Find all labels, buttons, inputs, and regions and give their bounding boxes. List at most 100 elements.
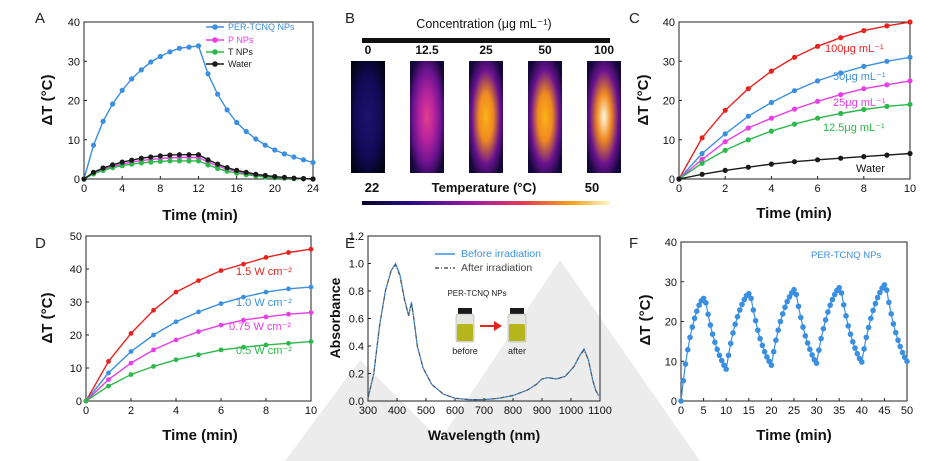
- data-point-a-4: [291, 175, 297, 181]
- panel-f: 0 5 10 15 20 25 30 35 40 45 50 0 10 20 30 40 PER-TCNQ N…: [637, 237, 913, 444]
- data-point-d-4: [263, 342, 269, 348]
- data-point-f-1: [755, 327, 761, 334]
- panel-c: 0 2 4 6 8 10 0 10 20 30 40 100μg mL⁻¹ 50μg mL⁻¹ 25…: [635, 17, 916, 222]
- data-point-f-1: [883, 287, 890, 293]
- data-point-f-1: [899, 349, 906, 356]
- legend-a-marker-4: [212, 61, 218, 67]
- data-point-f-1: [680, 377, 687, 384]
- legend-e-label-2: After irradiation: [461, 262, 532, 274]
- data-point-d-4: [196, 352, 201, 358]
- data-point-f-1: [888, 311, 894, 317]
- watermark-shape: [285, 260, 700, 461]
- colorbar-label: Temperature (°C): [432, 180, 537, 195]
- data-point-f-1: [739, 301, 745, 308]
- data-point-d-1: [286, 250, 291, 255]
- panel-letter-f: F: [629, 235, 638, 252]
- data-point-d-2: [241, 294, 246, 300]
- data-point-a-3: [195, 158, 202, 164]
- data-point-d-3: [241, 317, 246, 323]
- y-tick-label-f: 20: [665, 317, 677, 329]
- data-point-f-1: [773, 337, 779, 344]
- data-point-a-4: [90, 169, 97, 175]
- data-point-a-4: [300, 176, 307, 182]
- data-point-a-1: [310, 159, 316, 166]
- series-label-f: PER-TCNQ NPs: [811, 250, 881, 261]
- data-point-f-1: [800, 324, 806, 330]
- data-point-f-1: [840, 302, 847, 308]
- data-point-d-2: [151, 332, 156, 338]
- data-point-c-2: [768, 99, 775, 106]
- legend-a-marker-1: [212, 24, 218, 30]
- data-point-f-1: [737, 307, 743, 313]
- data-point-c-3: [699, 156, 705, 162]
- data-point-c-5: [768, 161, 775, 167]
- y-tick-label-e: 0.4: [349, 341, 364, 353]
- y-axis-label-f: ΔT (°C): [637, 295, 654, 346]
- data-point-f-1: [897, 343, 903, 350]
- data-point-c-1: [745, 86, 751, 92]
- data-point-a-1: [291, 154, 297, 160]
- data-point-f-1: [746, 290, 752, 297]
- data-point-d-3: [173, 337, 179, 343]
- data-point-d-3: [263, 314, 269, 320]
- y-tick-label-a: 0: [74, 174, 80, 186]
- legend-a-label-2: P NPs: [228, 35, 254, 45]
- colorbar-min-label: 22: [365, 180, 379, 195]
- data-point-f-1: [689, 324, 696, 330]
- data-point-c-4: [745, 137, 751, 143]
- y-axis-label-d: ΔT (°C): [39, 293, 56, 344]
- data-point-d-4: [83, 398, 89, 404]
- x-tick-label-c: 0: [676, 183, 682, 195]
- x-axis-label-d: Time (min): [162, 427, 238, 444]
- data-point-c-1: [768, 68, 775, 74]
- data-point-a-4: [215, 161, 221, 167]
- data-point-f-1: [863, 334, 870, 341]
- concentration-label: 12.5: [415, 43, 439, 57]
- data-point-c-5: [907, 150, 913, 157]
- data-point-c-4: [768, 128, 775, 134]
- series-label-c-3: 25μg mL⁻¹: [833, 97, 886, 109]
- y-tick-label-c: 30: [663, 56, 675, 68]
- data-point-f-1: [798, 314, 804, 321]
- x-tick-label-f: 10: [720, 405, 732, 417]
- data-point-a-1: [176, 45, 182, 51]
- data-point-a-4: [148, 154, 154, 160]
- data-point-c-1: [838, 35, 844, 41]
- data-point-f-1: [868, 315, 874, 322]
- data-point-f-1: [696, 302, 702, 309]
- legend-e-label-1: Before irradiation: [461, 248, 541, 260]
- heatmap-title: Concentration (μg mL⁻¹): [416, 17, 551, 31]
- data-point-d-2: [286, 286, 291, 292]
- axes-d: 0 2 4 6 8 10 0 10 20 30 40 50: [70, 231, 317, 417]
- y-tick-label-f: 30: [665, 277, 677, 289]
- data-point-a-1: [281, 151, 287, 157]
- x-tick-label-e: 300: [359, 405, 377, 417]
- data-point-c-5: [861, 154, 867, 160]
- thermal-image: [528, 61, 562, 173]
- data-point-f-1: [768, 362, 775, 369]
- x-tick-label-e: 700: [475, 405, 493, 417]
- data-point-a-1: [100, 118, 106, 124]
- x-tick-label-a: 4: [119, 183, 125, 195]
- y-tick-label-e: 0.2: [349, 369, 364, 381]
- data-point-f-1: [859, 359, 865, 365]
- data-point-a-4: [129, 157, 135, 163]
- data-point-d-2: [106, 370, 111, 376]
- data-point-f-1: [795, 303, 802, 310]
- y-tick-label-e: 0.8: [349, 286, 364, 298]
- data-point-c-3: [791, 106, 798, 112]
- x-tick-label-d: 4: [173, 405, 179, 417]
- colorbar-max-label: 50: [585, 180, 599, 195]
- data-point-c-2: [884, 58, 890, 64]
- data-point-f-1: [727, 340, 734, 347]
- data-point-f-1: [777, 318, 784, 325]
- data-point-a-4: [176, 152, 182, 158]
- data-point-f-1: [678, 398, 684, 404]
- data-point-f-1: [761, 348, 768, 355]
- y-axis-label-c: ΔT (°C): [635, 75, 652, 126]
- x-axis-label-a: Time (min): [162, 207, 238, 224]
- series-group-a: [81, 43, 316, 182]
- data-point-d-3: [218, 322, 224, 328]
- data-point-f-1: [865, 324, 872, 331]
- concentration-label: 25: [479, 43, 493, 57]
